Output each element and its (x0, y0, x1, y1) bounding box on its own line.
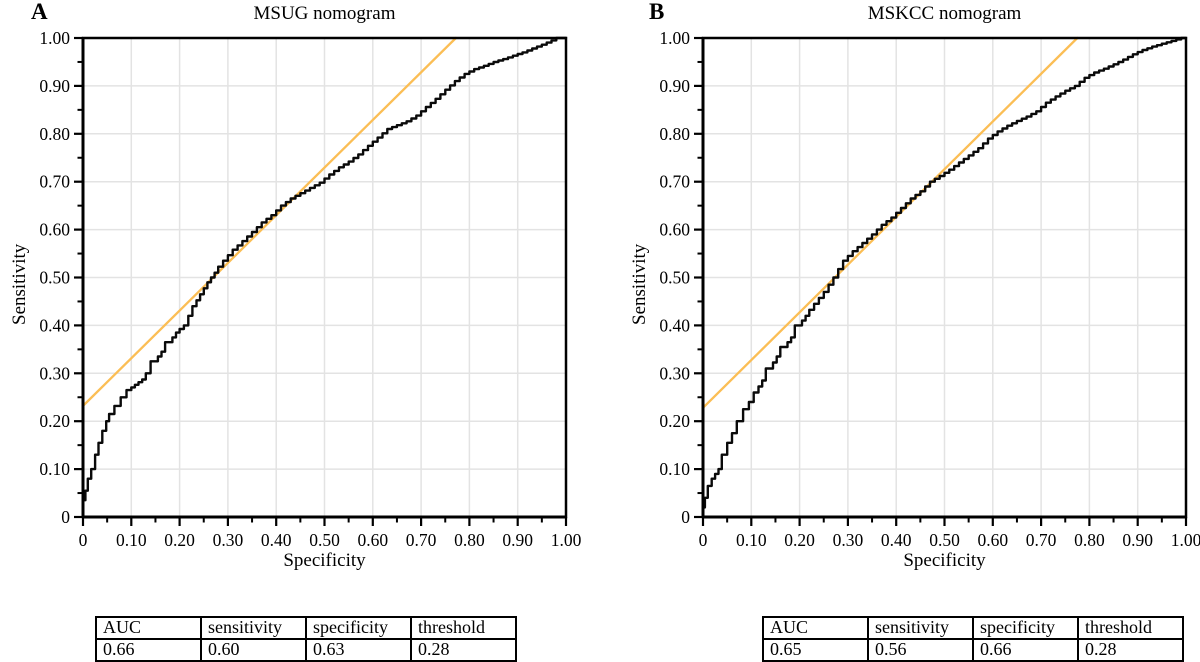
panel-label-b: B (649, 0, 665, 24)
x-tick-label: 0.30 (833, 530, 864, 550)
stats-value-cell: 0.28 (410, 638, 517, 662)
plot-title-b: MSKCC nomogram (867, 3, 1022, 24)
roc-curve (81, 36, 568, 519)
stats-value-cell: 0.66 (972, 638, 1079, 662)
stats-header-row: AUC sensitivity specificity threshold (762, 616, 1184, 640)
x-tick-label: 0.10 (116, 530, 147, 550)
stats-header-cell: threshold (410, 616, 517, 640)
x-tick-label: 0.60 (357, 530, 388, 550)
y-tick-label: 0.40 (659, 315, 690, 335)
stats-value-row: 0.66 0.60 0.63 0.28 (95, 638, 517, 662)
y-tick-label: 1.00 (659, 28, 690, 48)
x-tick-label: 0.40 (261, 530, 292, 550)
y-tick-label: 0.20 (39, 411, 70, 431)
stats-value-cell: 0.56 (867, 638, 974, 662)
x-tick-label: 0.20 (784, 530, 815, 550)
x-axis-label-b: Specificity (903, 550, 986, 571)
stats-header-cell: sensitivity (867, 616, 974, 640)
stats-value-cell: 0.66 (95, 638, 202, 662)
y-tick-label: 0.60 (659, 220, 690, 240)
roc-plot-b: 00 0.10 0.10 0.20 0.20 0.30 0.30 0.40 0.40 0.50 0.… (659, 28, 1200, 550)
stats-value-cell: 0.60 (200, 638, 307, 662)
x-tick-label: 0.30 (213, 530, 244, 550)
x-tick-label: 0.80 (1074, 530, 1105, 550)
y-tick-label: 0.20 (659, 411, 690, 431)
y-tick-label: 0.30 (39, 363, 70, 383)
y-tick-label: 0.10 (39, 459, 70, 479)
x-tick-label: 0.10 (736, 530, 767, 550)
x-tick-label: 0 (79, 530, 88, 550)
y-tick-label: 0.70 (39, 172, 70, 192)
y-tick-label: 0.70 (659, 172, 690, 192)
reference-line (701, 36, 1079, 409)
x-tick-label: 0.60 (977, 530, 1008, 550)
x-tick-label: 1.00 (1171, 530, 1200, 550)
y-tick-label: 0.80 (39, 124, 70, 144)
x-tick-label: 0 (699, 530, 708, 550)
y-tick-label: 1.00 (39, 28, 70, 48)
x-tick-label: 0.70 (406, 530, 437, 550)
x-tick-label: 0.70 (1026, 530, 1057, 550)
x-tick-label: 0.50 (929, 530, 960, 550)
plot-title-a: MSUG nomogram (253, 3, 396, 24)
y-tick-label: 0.50 (39, 268, 70, 288)
stats-header-row: AUC sensitivity specificity threshold (95, 616, 517, 640)
panel-label-a: A (31, 0, 48, 24)
y-tick-label: 0.10 (659, 459, 690, 479)
y-tick-label: 0.40 (39, 315, 70, 335)
x-tick-label: 0.80 (454, 530, 485, 550)
y-tick-label: 0 (61, 507, 70, 527)
y-tick-label: 0.90 (39, 76, 70, 96)
x-tick-label: 0.50 (309, 530, 340, 550)
y-tick-label: 0 (681, 507, 690, 527)
stats-header-cell: specificity (972, 616, 1079, 640)
stats-value-row: 0.65 0.56 0.66 0.28 (762, 638, 1184, 662)
y-tick-label: 0.90 (659, 76, 690, 96)
x-tick-label: 1.00 (551, 530, 582, 550)
roc-curve (701, 36, 1188, 519)
stats-header-cell: AUC (95, 616, 202, 640)
stats-table-a: AUC sensitivity specificity threshold 0.66 0.… (95, 616, 517, 662)
stats-table-b: AUC sensitivity specificity threshold 0.65 0.… (762, 616, 1184, 662)
x-tick-label: 0.20 (164, 530, 195, 550)
stats-value-cell: 0.65 (762, 638, 869, 662)
x-tick-label: 0.90 (1122, 530, 1153, 550)
stats-header-cell: threshold (1077, 616, 1184, 640)
stats-header-cell: specificity (305, 616, 412, 640)
roc-plot-a: 00 0.10 0.10 0.20 0.20 0.30 0.30 0.40 0.40 0.50 0.… (39, 28, 582, 550)
y-tick-label: 0.60 (39, 220, 70, 240)
stats-value-cell: 0.63 (305, 638, 412, 662)
y-tick-label: 0.50 (659, 268, 690, 288)
stats-value-cell: 0.28 (1077, 638, 1184, 662)
stats-header-cell: sensitivity (200, 616, 307, 640)
y-tick-label: 0.80 (659, 124, 690, 144)
x-tick-label: 0.90 (502, 530, 533, 550)
x-axis-label-a: Specificity (283, 550, 366, 571)
stats-header-cell: AUC (762, 616, 869, 640)
y-tick-label: 0.30 (659, 363, 690, 383)
reference-line (81, 36, 458, 408)
x-tick-label: 0.40 (881, 530, 912, 550)
